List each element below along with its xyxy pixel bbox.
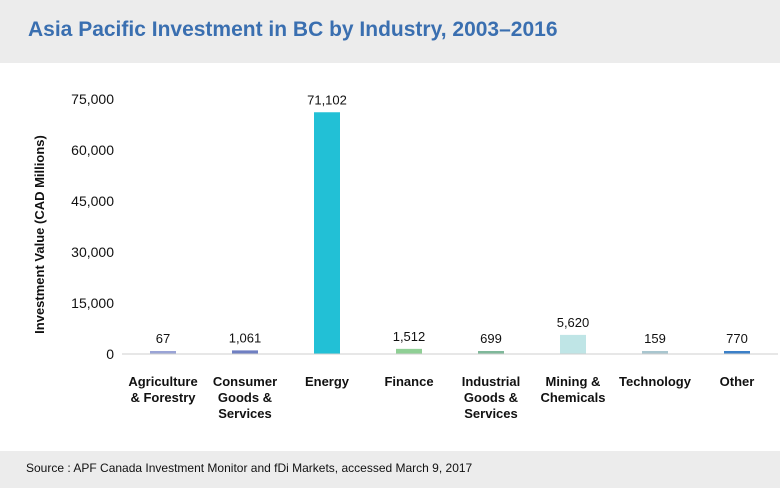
- bar: [478, 351, 504, 354]
- y-axis: Investment Value (CAD Millions) 0 15,000 30…: [32, 91, 114, 362]
- x-tick-label: Industrial Goods & Services: [462, 374, 521, 421]
- x-tick-label-line: Goods &: [218, 390, 272, 405]
- x-tick-label-line: Consumer: [213, 374, 277, 389]
- y-tick-label: 45,000: [71, 193, 114, 209]
- chart-title: Asia Pacific Investment in BC by Industr…: [28, 18, 558, 41]
- bar-value-label: 1,512: [393, 329, 426, 344]
- x-tick-label-line: Services: [464, 406, 518, 421]
- x-tick-label-line: Goods &: [464, 390, 518, 405]
- y-axis-label: Investment Value (CAD Millions): [32, 135, 47, 334]
- x-tick-label: Finance: [384, 374, 433, 389]
- title-bar: Asia Pacific Investment in BC by Industr…: [0, 0, 780, 63]
- bar-value-label: 159: [644, 331, 666, 346]
- footer-bar: Source : APF Canada Investment Monitor a…: [0, 451, 780, 488]
- bar: [314, 112, 340, 354]
- x-tick-label: Technology: [619, 374, 692, 389]
- bar-chart: Investment Value (CAD Millions) 0 15,000 30…: [32, 91, 778, 421]
- x-tick-label-line: Chemicals: [540, 390, 605, 405]
- bar-value-label: 67: [156, 331, 170, 346]
- y-tick-label: 60,000: [71, 142, 114, 158]
- bar-value-label: 1,061: [229, 330, 262, 345]
- x-tick-label-line: Mining &: [546, 374, 601, 389]
- x-tick-label-line: Agriculture: [128, 374, 197, 389]
- x-tick-label-line: Industrial: [462, 374, 521, 389]
- x-tick-label: Agriculture & Forestry: [128, 374, 197, 405]
- x-tick-label-line: Other: [720, 374, 755, 389]
- bar: [150, 351, 176, 354]
- chart-area: Investment Value (CAD Millions) 0 15,000 30…: [0, 63, 780, 451]
- bars: 67 1,061 71,102 1,512 699 5,620 159 770: [150, 92, 750, 354]
- bar: [396, 348, 422, 354]
- x-tick-label-line: Finance: [384, 374, 433, 389]
- bar: [724, 351, 750, 354]
- bar-value-label: 5,620: [557, 315, 590, 330]
- bar: [232, 350, 258, 354]
- y-tick-label: 75,000: [71, 91, 114, 107]
- bar: [560, 334, 586, 354]
- x-tick-label: Other: [720, 374, 755, 389]
- bar: [642, 351, 668, 354]
- y-tick-label: 0: [106, 346, 114, 362]
- x-tick-label: Mining & Chemicals: [540, 374, 605, 405]
- bar-value-label: 770: [726, 331, 748, 346]
- x-tick-label: Energy: [305, 374, 350, 389]
- x-tick-label-line: Energy: [305, 374, 350, 389]
- bar-value-label: 71,102: [307, 92, 347, 107]
- x-tick-label: Consumer Goods & Services: [213, 374, 277, 421]
- x-tick-label-line: Technology: [619, 374, 692, 389]
- bar-value-label: 699: [480, 331, 502, 346]
- y-tick-label: 15,000: [71, 295, 114, 311]
- source-note: Source : APF Canada Investment Monitor a…: [26, 461, 473, 475]
- y-tick-label: 30,000: [71, 244, 114, 260]
- x-tick-label-line: Services: [218, 406, 272, 421]
- x-tick-label-line: & Forestry: [130, 390, 196, 405]
